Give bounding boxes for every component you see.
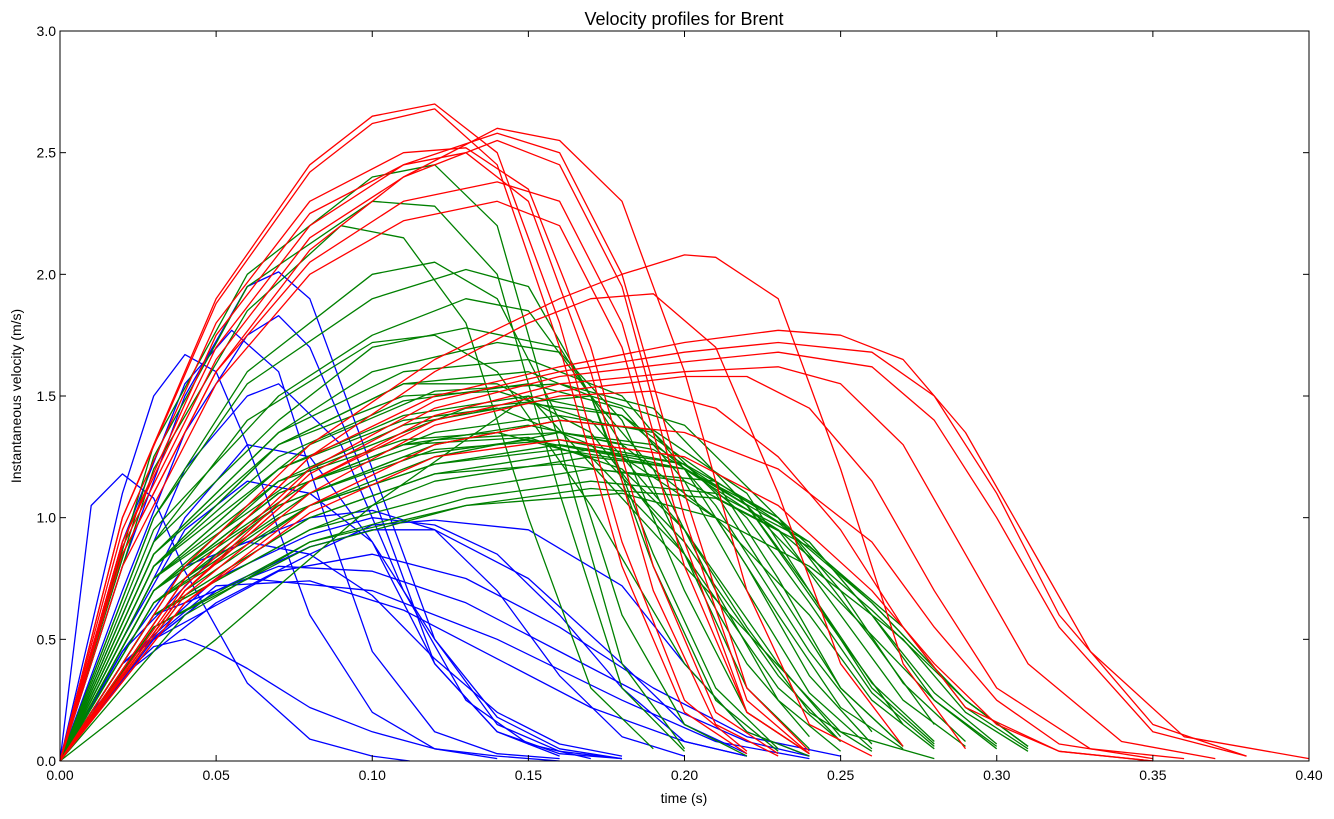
series-line-green-41 <box>59 395 935 762</box>
series-line-green-43 <box>59 358 873 762</box>
series-line-red-68 <box>59 341 1247 762</box>
x-axis-label: time (s) <box>661 790 708 806</box>
series-line-red-63 <box>59 181 810 762</box>
series-layer <box>59 103 1310 762</box>
y-tick-label: 3.0 <box>37 23 57 39</box>
series-line-green-24 <box>59 298 779 762</box>
series-line-blue-11 <box>59 517 748 762</box>
x-tick-label: 0.20 <box>671 767 698 783</box>
x-tick-label: 0.15 <box>515 767 542 783</box>
series-line-red-72 <box>59 390 1153 762</box>
series-line-blue-16 <box>59 577 810 762</box>
y-tick-label: 0.0 <box>37 753 57 769</box>
x-tick-label: 0.25 <box>827 767 854 783</box>
x-tick-label: 0.00 <box>46 767 73 783</box>
series-line-green-52 <box>59 448 1029 762</box>
series-line-green-22 <box>59 261 748 762</box>
x-tick-label: 0.10 <box>359 767 386 783</box>
y-tick-label: 1.5 <box>37 388 57 404</box>
series-line-green-28 <box>59 383 873 762</box>
series-line-green-37 <box>59 468 998 762</box>
series-line-red-71 <box>59 375 1185 762</box>
series-line-red-60 <box>59 132 810 762</box>
series-line-green-40 <box>59 492 1029 762</box>
series-line-green-34 <box>59 444 935 762</box>
ticks-layer: 0.00 0.05 0.10 0.15 0.20 0.25 0.30 0.35 0.40 0.0 0… <box>37 23 1323 783</box>
series-line-green-25 <box>59 327 810 762</box>
series-line-red-64 <box>59 200 810 762</box>
x-tick-label: 0.35 <box>1139 767 1166 783</box>
chart-title: Velocity profiles for Brent <box>584 9 783 29</box>
series-line-red-65 <box>59 254 967 762</box>
series-line-red-67 <box>59 329 1310 762</box>
series-line-green-23 <box>59 268 779 762</box>
series-line-green-20 <box>59 200 685 762</box>
series-line-green-38 <box>59 480 998 762</box>
x-tick-label: 0.30 <box>983 767 1010 783</box>
series-line-red-61 <box>59 139 810 762</box>
x-tick-label: 0.05 <box>203 767 230 783</box>
series-line-green-21 <box>59 225 654 762</box>
series-line-blue-4 <box>59 271 623 762</box>
y-axis-label: Instantaneous velocity (m/s) <box>8 309 24 483</box>
y-tick-label: 1.0 <box>37 510 57 526</box>
series-line-green-54 <box>59 334 810 762</box>
series-line-green-30 <box>59 402 904 762</box>
series-line-blue-9 <box>59 541 623 762</box>
plot-frame <box>59 30 1310 762</box>
series-line-red-57 <box>59 108 748 762</box>
series-line-blue-17 <box>59 553 841 762</box>
series-line-green-55 <box>59 383 842 762</box>
x-tick-label: 0.40 <box>1295 767 1322 783</box>
series-line-blue-0 <box>59 473 410 762</box>
series-line-green-44 <box>59 390 842 762</box>
y-tick-label: 0.5 <box>37 631 57 647</box>
series-line-red-58 <box>59 147 779 762</box>
series-line-green-50 <box>59 431 998 762</box>
series-line-blue-3 <box>59 329 560 762</box>
series-line-blue-14 <box>59 565 810 762</box>
y-tick-label: 2.0 <box>37 266 57 282</box>
y-tick-label: 2.5 <box>37 145 57 161</box>
series-line-green-45 <box>59 407 842 762</box>
series-line-red-74 <box>59 439 1153 762</box>
series-line-green-49 <box>59 439 935 762</box>
series-line-red-56 <box>59 103 748 762</box>
series-line-red-69 <box>59 351 1247 762</box>
series-line-red-73 <box>59 419 1154 762</box>
